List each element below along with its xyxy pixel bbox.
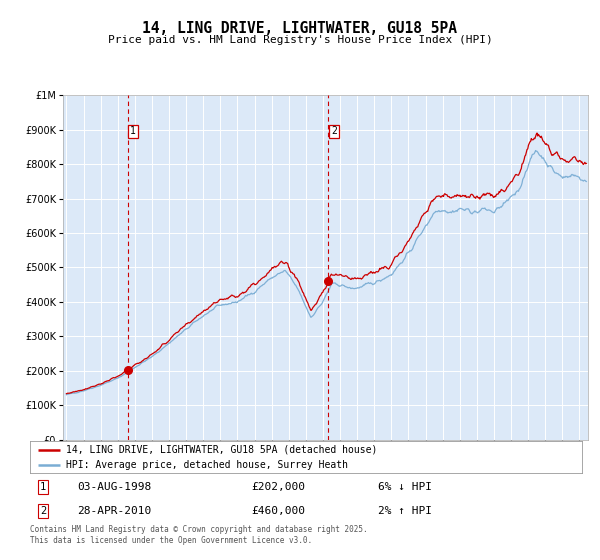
Text: 2: 2 — [331, 127, 337, 137]
Text: 14, LING DRIVE, LIGHTWATER, GU18 5PA: 14, LING DRIVE, LIGHTWATER, GU18 5PA — [143, 21, 458, 36]
Text: £202,000: £202,000 — [251, 482, 305, 492]
Text: 1: 1 — [130, 127, 136, 137]
Text: 6% ↓ HPI: 6% ↓ HPI — [378, 482, 432, 492]
Text: HPI: Average price, detached house, Surrey Heath: HPI: Average price, detached house, Surr… — [66, 460, 348, 470]
Text: Contains HM Land Registry data © Crown copyright and database right 2025.
This d: Contains HM Land Registry data © Crown c… — [30, 525, 368, 545]
Text: 1: 1 — [40, 482, 46, 492]
Text: Price paid vs. HM Land Registry's House Price Index (HPI): Price paid vs. HM Land Registry's House … — [107, 35, 493, 45]
Text: 28-APR-2010: 28-APR-2010 — [77, 506, 151, 516]
Text: 03-AUG-1998: 03-AUG-1998 — [77, 482, 151, 492]
Text: 14, LING DRIVE, LIGHTWATER, GU18 5PA (detached house): 14, LING DRIVE, LIGHTWATER, GU18 5PA (de… — [66, 445, 377, 455]
Text: 2: 2 — [40, 506, 46, 516]
Text: £460,000: £460,000 — [251, 506, 305, 516]
Text: 2% ↑ HPI: 2% ↑ HPI — [378, 506, 432, 516]
